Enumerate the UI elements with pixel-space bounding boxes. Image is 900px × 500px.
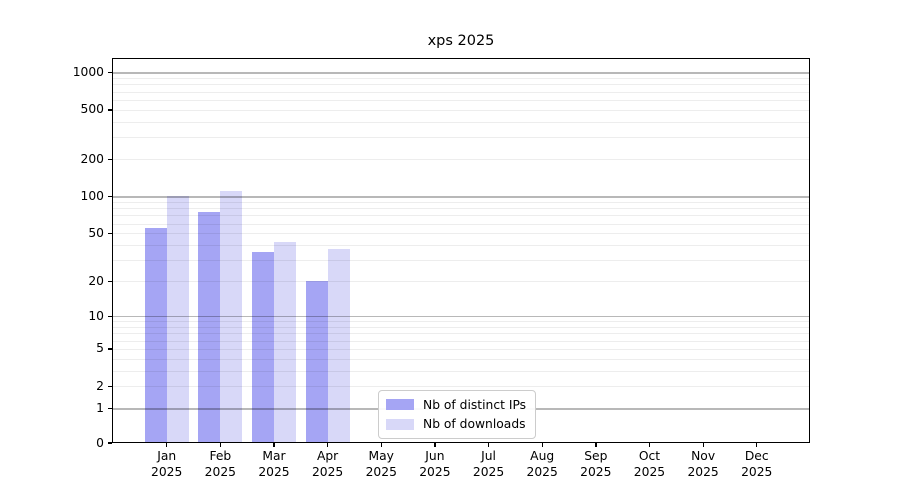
bar-downloads-jan [166,196,189,443]
x-tick-label-oct: Oct 2025 [633,449,666,479]
y-tick-200 [108,158,112,160]
y-tick-label-50: 50 [88,225,104,240]
gridline-minor-800 [112,84,810,86]
x-tick-jan [166,443,168,447]
bar-downloads-feb [220,191,243,443]
y-tick-label-5: 5 [96,341,104,356]
y-tick-10 [108,315,112,317]
x-tick-apr [327,443,329,447]
gridline-minor-80 [112,208,810,210]
y-tick-label-1: 1 [96,400,104,415]
x-tick-label-jun: Jun 2025 [419,449,451,479]
legend-swatch-distinct-ips [386,399,414,411]
y-tick-5 [108,348,112,350]
y-tick-label-200: 200 [80,151,104,166]
legend-label-distinct-ips: Nb of distinct IPs [423,397,527,412]
y-tick-0 [108,442,112,444]
x-tick-label-apr: Apr 2025 [311,449,344,479]
y-tick-label-1000: 1000 [72,64,104,79]
x-tick-label-dec: Dec 2025 [741,449,773,479]
y-tick-50 [108,232,112,234]
x-tick-jul [487,443,490,447]
x-tick-jun [434,443,436,447]
gridline-minor-300 [112,137,810,139]
bar-ips-apr [305,281,328,443]
gridline-minor-400 [112,121,810,123]
legend-item-distinct-ips: Nb of distinct IPs [386,396,526,414]
bar-ips-feb [198,211,221,443]
x-tick-label-may: May 2025 [365,449,397,479]
gridline-major-1000 [112,72,810,74]
x-tick-label-jul: Jul 2025 [472,449,505,479]
x-tick-label-mar: Mar 2025 [258,449,290,479]
x-tick-label-nov: Nov 2025 [687,449,719,479]
x-tick-label-sep: Sep 2025 [580,449,612,479]
x-tick-mar [273,443,275,447]
gridline-minor-90 [112,201,810,203]
y-tick-label-100: 100 [80,188,104,203]
y-tick-label-0: 0 [96,435,104,450]
bar-downloads-mar [273,242,296,443]
gridline-minor-600 [112,100,810,101]
x-tick-label-aug: Aug 2025 [526,449,558,479]
x-tick-label-feb: Feb 2025 [204,449,236,479]
y-tick-100 [108,195,112,198]
legend-swatch-downloads [386,418,414,430]
bar-ips-mar [251,252,274,443]
y-tick-1000 [108,71,112,74]
y-tick-label-10: 10 [88,308,104,323]
gridline-minor-700 [112,91,810,93]
gridline-minor-200 [112,159,810,161]
legend: Nb of distinct IPs Nb of downloads [378,390,537,439]
plot-area: Nb of distinct IPs Nb of downloads [112,58,810,443]
x-tick-label-jan: Jan 2025 [151,449,183,479]
legend-label-downloads: Nb of downloads [423,417,526,432]
x-tick-aug [541,443,543,447]
y-tick-500 [108,109,112,111]
legend-item-downloads: Nb of downloads [386,416,526,434]
x-tick-nov [702,443,704,447]
y-tick-label-20: 20 [88,273,104,288]
y-tick-label-500: 500 [80,102,104,117]
x-tick-sep [595,443,597,447]
x-tick-dec [756,443,758,447]
bar-downloads-apr [327,249,350,443]
x-tick-may [380,443,382,447]
bar-ips-jan [144,228,167,443]
chart-title: xps 2025 [427,33,495,49]
x-tick-feb [219,443,222,447]
y-tick-2 [108,385,112,388]
y-tick-label-2: 2 [96,378,104,393]
gridline-minor-500 [112,109,810,111]
gridline-major-100 [112,196,810,198]
y-tick-20 [108,280,112,282]
y-tick-1 [108,407,112,409]
gridline-minor-900 [112,78,810,80]
x-tick-oct [648,443,651,447]
